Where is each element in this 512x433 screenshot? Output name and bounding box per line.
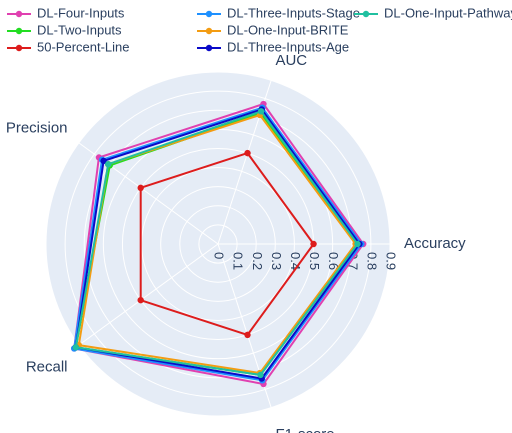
legend-item-dl-three-inputs-age[interactable]: DL-Three-Inputs-Age [197, 39, 349, 54]
radial-tick-label: 0.1 [231, 252, 246, 270]
data-point [244, 331, 251, 339]
series-line [73, 106, 363, 382]
data-point [72, 344, 79, 351]
legend-item-dl-one-input-brite[interactable]: DL-One-Input-BRITE [197, 22, 349, 37]
series-line [73, 103, 365, 385]
data-point [257, 108, 265, 115]
series-line [74, 108, 361, 380]
data-point [310, 240, 317, 248]
legend[interactable]: DL-Four-Inputs DL-Two-Inputs 50-Percent-Li… [7, 5, 512, 54]
axis-label-f1-score: F1-score [275, 426, 334, 433]
radial-tick-label: 0.6 [326, 252, 341, 270]
series-dl-one-input-pathway [72, 108, 361, 379]
data-point [105, 161, 112, 168]
legend-swatch-marker [205, 27, 213, 35]
radial-tick-label: 0.3 [269, 252, 284, 270]
legend-swatch-marker [15, 27, 23, 35]
legend-swatch-marker [205, 44, 213, 52]
axis-label-recall: Recall [26, 358, 68, 375]
series-50-percent-line [137, 149, 317, 339]
legend-swatch-marker [15, 10, 23, 18]
series-line [139, 152, 315, 336]
data-point [137, 184, 144, 192]
radial-tick-label: 0.9 [384, 252, 399, 270]
data-point [244, 149, 251, 157]
legend-label: DL-Three-Inputs-Stage [227, 5, 360, 20]
legend-label: 50-Percent-Line [37, 39, 130, 54]
legend-item-dl-three-inputs-stage[interactable]: DL-Three-Inputs-Stage [197, 5, 360, 20]
data-point [257, 371, 264, 379]
series-traces [71, 100, 367, 388]
radial-tick-label: 0 [212, 252, 227, 259]
series-line [77, 114, 357, 374]
radial-tick-label: 0.5 [307, 252, 322, 270]
grid-spoke [78, 243, 219, 346]
legend-label: DL-Two-Inputs [37, 22, 122, 37]
legend-item-50-percent-line[interactable]: 50-Percent-Line [7, 39, 130, 54]
radial-tick-label: 0.2 [250, 252, 265, 270]
legend-item-dl-two-inputs[interactable]: DL-Two-Inputs [7, 22, 122, 37]
axis-label-auc: AUC [275, 52, 307, 69]
legend-swatch-marker [362, 10, 370, 18]
series-line [74, 110, 359, 376]
data-point [137, 296, 144, 304]
axis-label-precision: Precision [6, 120, 68, 137]
data-point [100, 157, 107, 165]
legend-label: DL-One-Input-Pathway [384, 5, 512, 20]
legend-label: DL-Three-Inputs-Age [227, 39, 349, 54]
legend-label: DL-Four-Inputs [37, 5, 125, 20]
data-point [354, 240, 361, 248]
radial-tick-label: 0.4 [288, 252, 303, 270]
legend-item-dl-one-input-pathway[interactable]: DL-One-Input-Pathway [354, 5, 512, 20]
angular-axis-labels: Accuracy AUC Precision Recall F1-score [6, 52, 466, 433]
legend-swatch-marker [15, 44, 23, 52]
legend-label: DL-One-Input-BRITE [227, 22, 349, 37]
legend-swatch-marker [205, 10, 213, 18]
radial-tick-label: 0.8 [364, 252, 379, 270]
legend-item-dl-four-inputs[interactable]: DL-Four-Inputs [7, 5, 125, 20]
axis-label-accuracy: Accuracy [404, 235, 466, 252]
radial-tick-labels: 0 0.1 0.2 0.3 0.4 0.5 0.6 0.7 0.8 0.9 [212, 252, 399, 270]
